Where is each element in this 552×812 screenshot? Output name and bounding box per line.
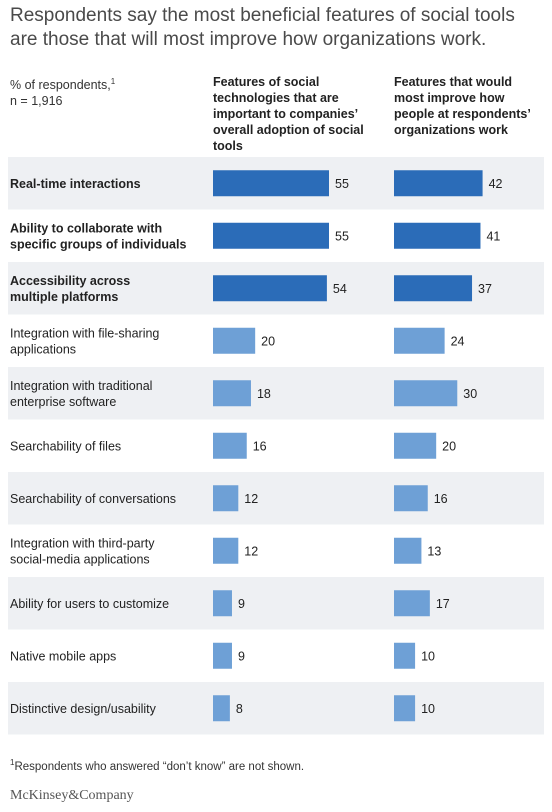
bar (394, 275, 473, 302)
value-label: 16 (253, 439, 267, 453)
bar (213, 327, 256, 354)
value-label: 37 (478, 282, 492, 296)
value-label: 55 (335, 229, 349, 243)
value-label: 42 (489, 177, 503, 191)
bar (394, 590, 430, 617)
bar (394, 170, 483, 197)
sample-size: n = 1,916 (10, 94, 63, 109)
bar (213, 642, 232, 669)
value-label: 41 (486, 229, 500, 243)
category-label: Ability for users to customize (10, 597, 169, 611)
value-label: 24 (451, 334, 465, 348)
unit-label: % of respondents,1 n = 1,916 (10, 74, 115, 109)
category-label: Integration with third-party social-media… (10, 536, 155, 566)
category-label: Accessibility across multiple platforms (10, 274, 130, 304)
bar (394, 485, 428, 512)
bar (213, 485, 239, 512)
value-label: 9 (238, 597, 245, 611)
unit-footnote-mark: 1 (110, 77, 116, 86)
category-label: Real-time interactions (10, 177, 141, 191)
bar (213, 590, 232, 617)
footnote-text: Respondents who answered “don’t know” ar… (14, 760, 305, 773)
unit-text: % of respondents, (10, 78, 111, 93)
column-header-left: Features of social technologies that are… (213, 75, 364, 153)
category-label: Integration with file-sharing application… (10, 326, 159, 356)
bar-chart: Real-time interactions 55 42 Ability to col… (8, 157, 544, 735)
value-label: 9 (238, 649, 245, 663)
value-label: 10 (421, 702, 435, 716)
value-label: 20 (261, 334, 275, 348)
bar (213, 170, 329, 197)
value-label: 12 (244, 544, 258, 558)
category-label: Native mobile apps (10, 649, 116, 663)
footnote: 1Respondents who answered “don’t know” a… (10, 758, 304, 773)
bar (213, 222, 329, 249)
bar (394, 642, 416, 669)
value-label: 18 (257, 387, 271, 401)
bar (394, 537, 422, 564)
row-shading (8, 577, 544, 630)
category-label: Ability to collaborate with specific grou… (10, 221, 186, 251)
bar (394, 695, 416, 722)
bar (394, 432, 437, 459)
value-label: 8 (236, 702, 243, 716)
footnote-mark: 1 (10, 758, 15, 767)
bar (394, 327, 445, 354)
bar (394, 380, 458, 407)
category-label: Distinctive design/usability (10, 702, 157, 716)
value-label: 54 (333, 282, 347, 296)
value-label: 30 (463, 387, 477, 401)
bar (213, 695, 230, 722)
bar (213, 275, 327, 302)
bar (213, 380, 251, 407)
value-label: 55 (335, 177, 349, 191)
value-label: 10 (421, 649, 435, 663)
category-label: Integration with traditional enterprise s… (10, 379, 152, 409)
column-header-right: Features that would most improve how peo… (394, 75, 531, 137)
mckinsey-logo: McKinsey&Company (10, 788, 134, 803)
value-label: 20 (442, 439, 456, 453)
value-label: 12 (244, 492, 258, 506)
bar (213, 537, 239, 564)
category-label: Searchability of files (10, 439, 121, 453)
value-label: 16 (434, 492, 448, 506)
value-label: 13 (427, 544, 441, 558)
category-label: Searchability of conversations (10, 492, 176, 506)
bar (213, 432, 247, 459)
bar (394, 222, 481, 249)
chart-title: Respondents say the most beneficial feat… (10, 5, 515, 50)
row-shading (8, 472, 544, 525)
value-label: 17 (436, 597, 450, 611)
row-shading (8, 682, 544, 735)
